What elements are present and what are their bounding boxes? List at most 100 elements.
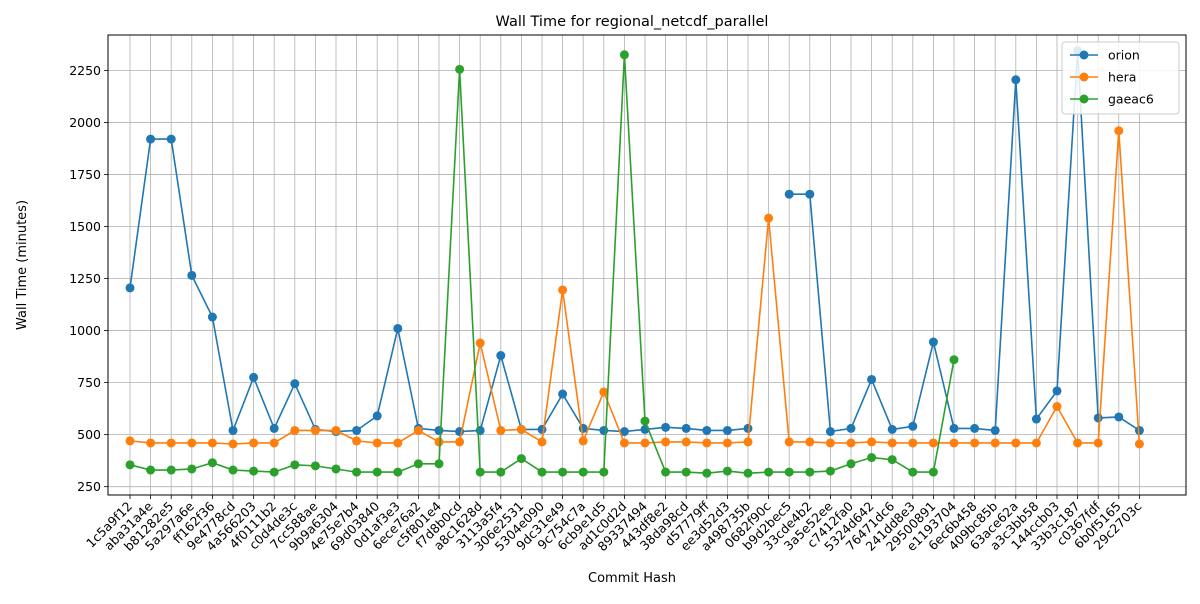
data-point-hera — [867, 437, 877, 447]
data-point-hera — [228, 439, 238, 449]
series-hera — [125, 126, 1144, 449]
data-point-hera — [352, 436, 362, 446]
data-point-hera — [1073, 438, 1083, 448]
data-point-gaeac6 — [702, 468, 712, 478]
data-point-gaeac6 — [269, 467, 279, 477]
data-point-gaeac6 — [393, 467, 403, 477]
data-point-orion — [166, 134, 176, 144]
data-point-orion — [681, 423, 691, 433]
data-point-gaeac6 — [455, 64, 465, 74]
y-axis-label: Wall Time (minutes) — [15, 200, 30, 330]
data-point-orion — [372, 411, 382, 421]
data-point-hera — [846, 438, 856, 448]
data-point-orion — [1031, 414, 1041, 424]
data-point-gaeac6 — [867, 453, 877, 463]
chart-title: Wall Time for regional_netcdf_parallel — [496, 14, 769, 30]
data-point-orion — [249, 372, 259, 382]
data-point-gaeac6 — [764, 467, 774, 477]
data-point-orion — [990, 425, 1000, 435]
data-point-hera — [970, 438, 980, 448]
data-point-gaeac6 — [228, 465, 238, 475]
data-point-orion — [619, 427, 629, 437]
data-point-hera — [1011, 438, 1021, 448]
data-point-hera — [290, 425, 300, 435]
data-point-gaeac6 — [207, 458, 217, 468]
data-point-orion — [743, 423, 753, 433]
data-point-gaeac6 — [310, 461, 320, 471]
data-point-hera — [661, 437, 671, 447]
data-point-orion — [434, 425, 444, 435]
data-point-gaeac6 — [619, 50, 629, 60]
data-point-orion — [496, 351, 506, 361]
data-point-gaeac6 — [784, 467, 794, 477]
data-point-gaeac6 — [949, 355, 959, 365]
data-point-orion — [125, 283, 135, 293]
data-point-hera — [640, 438, 650, 448]
data-point-hera — [207, 438, 217, 448]
data-point-gaeac6 — [887, 455, 897, 465]
data-point-hera — [578, 436, 588, 446]
data-point-orion — [599, 425, 609, 435]
data-point-orion — [290, 379, 300, 389]
data-point-hera — [516, 424, 526, 434]
legend-box — [1061, 41, 1180, 115]
data-point-hera — [887, 438, 897, 448]
data-point-gaeac6 — [125, 460, 135, 470]
x-axis-label: Commit Hash — [588, 571, 676, 586]
data-point-gaeac6 — [475, 467, 485, 477]
y-tick-label: 1500 — [69, 219, 101, 234]
data-point-gaeac6 — [722, 466, 732, 476]
data-point-orion — [928, 337, 938, 347]
y-tick-label: 1750 — [69, 167, 101, 182]
data-point-hera — [1052, 402, 1062, 412]
data-point-hera — [825, 438, 835, 448]
data-point-orion — [805, 189, 815, 199]
data-point-gaeac6 — [599, 467, 609, 477]
data-point-orion — [908, 421, 918, 431]
data-point-orion — [949, 423, 959, 433]
data-point-hera — [455, 437, 465, 447]
data-point-orion — [352, 425, 362, 435]
data-point-hera — [702, 438, 712, 448]
data-point-hera — [475, 338, 485, 348]
data-point-hera — [599, 387, 609, 397]
data-point-gaeac6 — [434, 459, 444, 469]
data-point-gaeac6 — [805, 467, 815, 477]
data-point-gaeac6 — [681, 467, 691, 477]
data-point-orion — [146, 134, 156, 144]
legend-label-hera: hera — [1108, 70, 1136, 85]
data-point-hera — [558, 285, 568, 295]
data-point-hera — [990, 438, 1000, 448]
data-point-gaeac6 — [352, 467, 362, 477]
legend: orion hera gaeac6 — [1061, 41, 1180, 115]
data-point-hera — [331, 425, 341, 435]
data-point-hera — [537, 437, 547, 447]
data-point-gaeac6 — [413, 459, 423, 469]
data-point-gaeac6 — [290, 460, 300, 470]
data-point-hera — [434, 437, 444, 447]
data-point-hera — [393, 438, 403, 448]
data-point-orion — [475, 425, 485, 435]
y-tick-label: 500 — [77, 427, 101, 442]
data-point-hera — [310, 425, 320, 435]
data-point-gaeac6 — [825, 466, 835, 476]
y-tick-label: 1000 — [69, 323, 101, 338]
data-point-hera — [269, 438, 279, 448]
data-point-orion — [1134, 425, 1144, 435]
data-point-orion — [1011, 75, 1021, 85]
data-point-gaeac6 — [166, 465, 176, 475]
data-point-gaeac6 — [578, 467, 588, 477]
data-point-hera — [413, 425, 423, 435]
data-point-hera — [805, 437, 815, 447]
data-point-orion — [393, 323, 403, 333]
data-point-hera — [784, 437, 794, 447]
data-point-hera — [743, 437, 753, 447]
data-point-orion — [207, 312, 217, 322]
data-point-orion — [269, 423, 279, 433]
data-point-hera — [125, 436, 135, 446]
data-point-hera — [187, 438, 197, 448]
data-point-gaeac6 — [537, 467, 547, 477]
y-tick-label: 2250 — [69, 63, 101, 78]
series-gaeac6 — [125, 50, 959, 478]
